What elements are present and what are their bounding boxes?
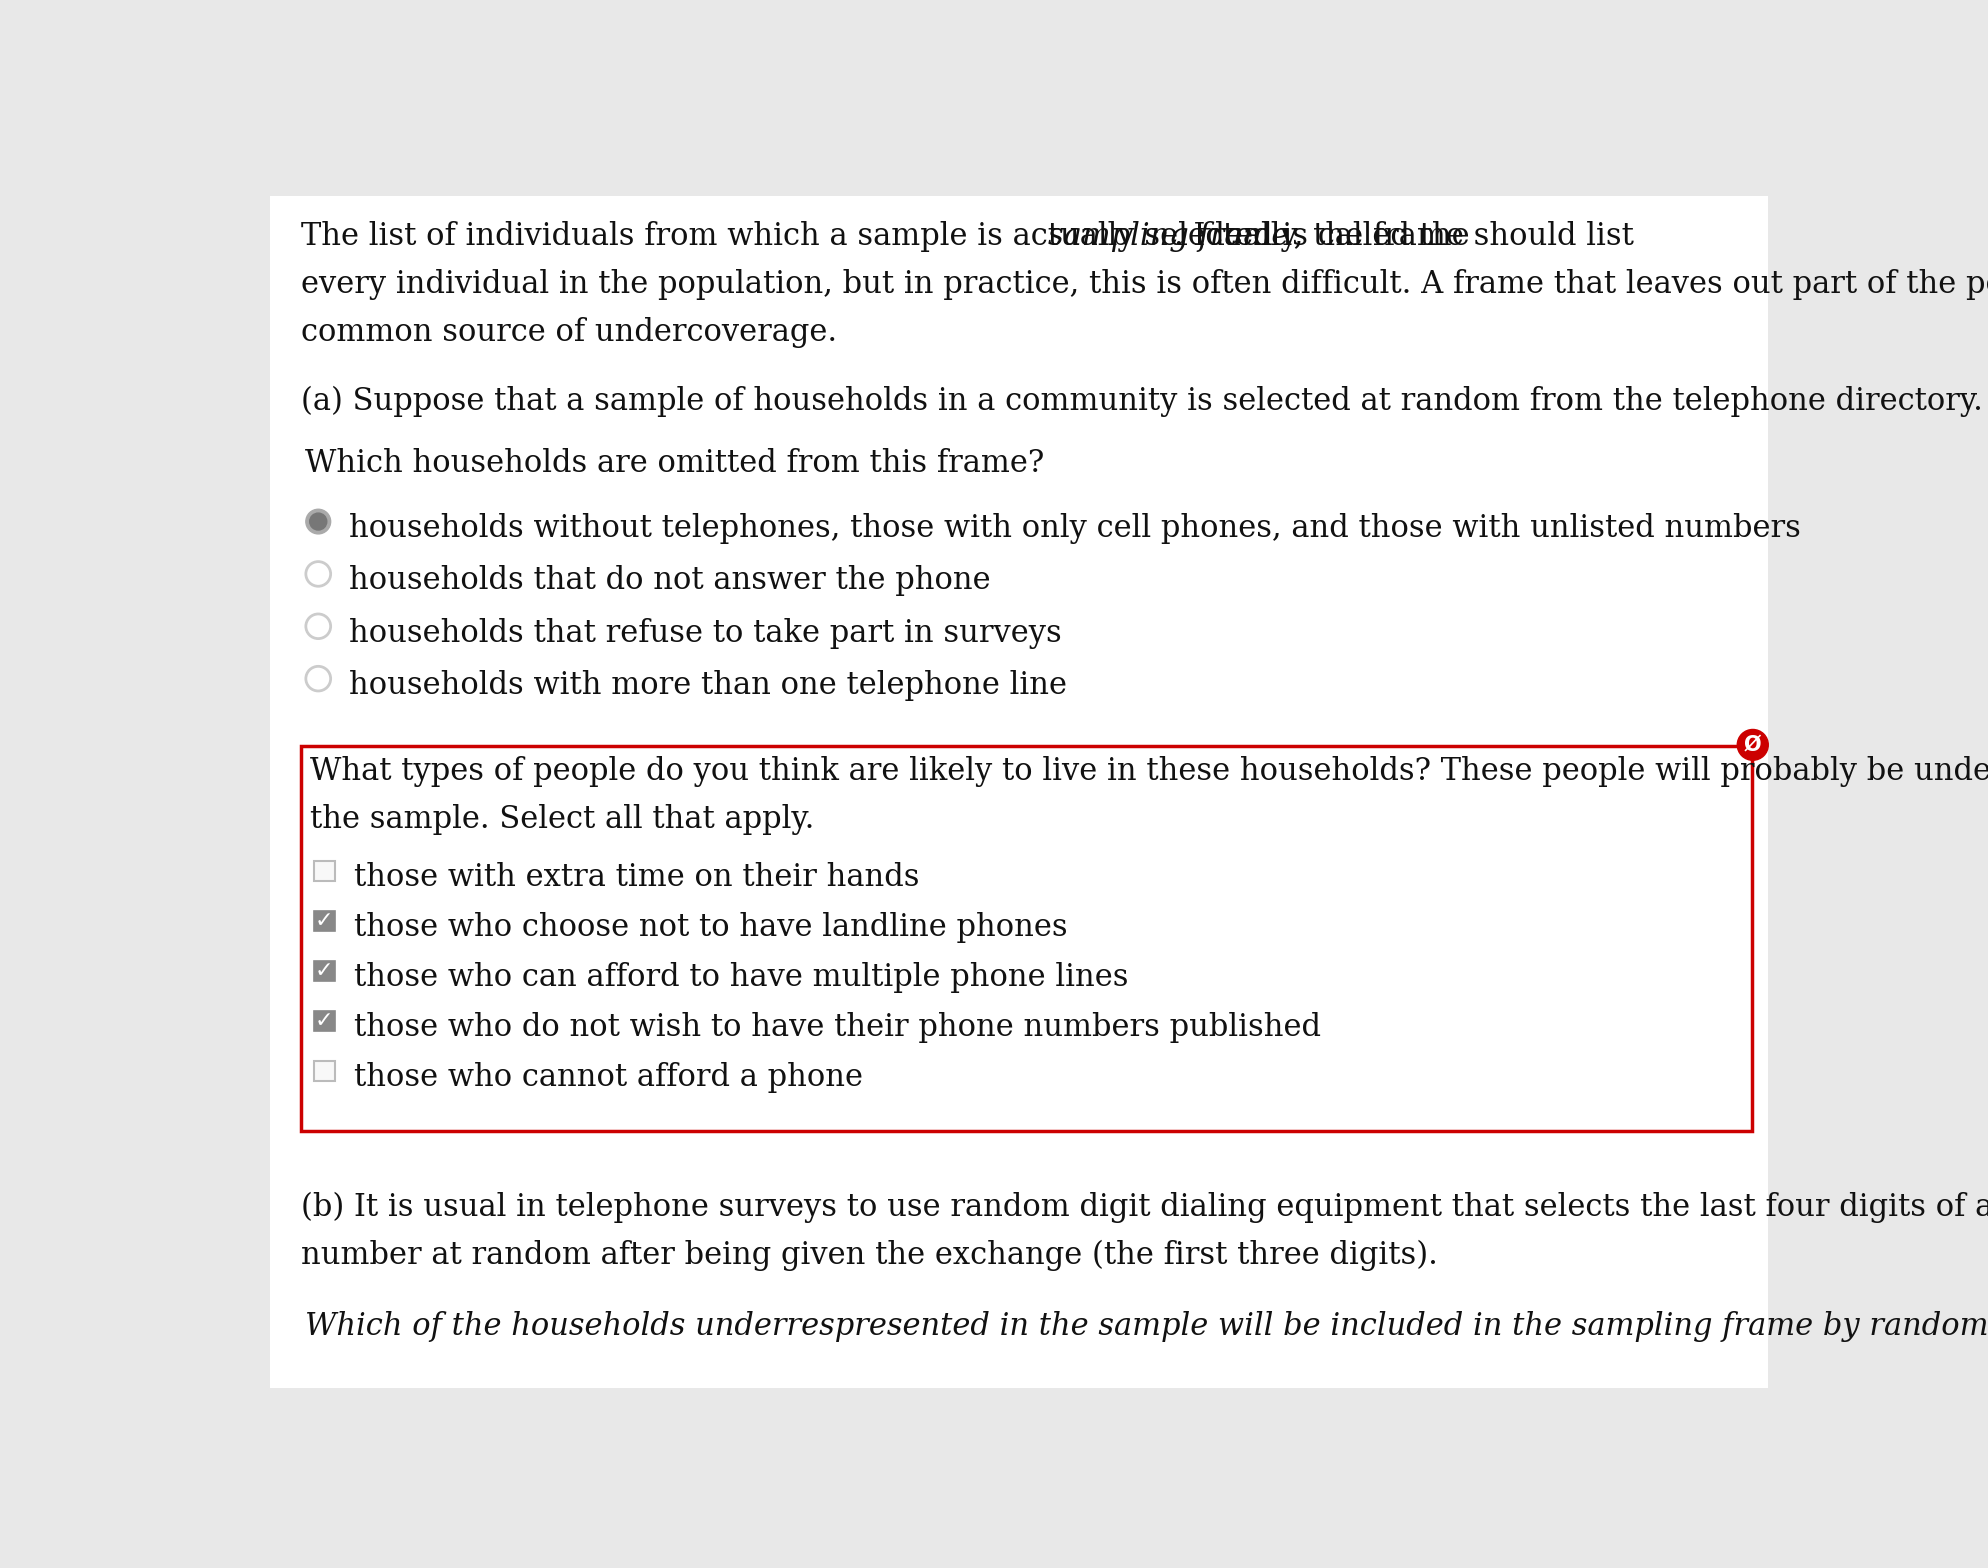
Text: number at random after being given the exchange (the first three digits).: number at random after being given the e… xyxy=(302,1240,1437,1272)
Text: those who can afford to have multiple phone lines: those who can afford to have multiple ph… xyxy=(354,963,1129,993)
Bar xyxy=(314,1062,334,1082)
Text: households that do not answer the phone: households that do not answer the phone xyxy=(350,566,990,596)
Text: What types of people do you think are likely to live in these households? These : What types of people do you think are li… xyxy=(310,756,1988,787)
Text: those who choose not to have landline phones: those who choose not to have landline ph… xyxy=(354,913,1068,942)
Text: Which households are omitted from this frame?: Which households are omitted from this f… xyxy=(304,447,1044,478)
Circle shape xyxy=(310,513,326,530)
Text: Which of the households underrespresented in the sample will be included in the : Which of the households underrespresente… xyxy=(304,1311,1988,1342)
Text: households that refuse to take part in surveys: households that refuse to take part in s… xyxy=(350,618,1062,649)
Text: those who do not wish to have their phone numbers published: those who do not wish to have their phon… xyxy=(354,1011,1320,1043)
Bar xyxy=(314,1011,334,1032)
Text: the sample. Select all that apply.: the sample. Select all that apply. xyxy=(310,804,815,836)
Text: those with extra time on their hands: those with extra time on their hands xyxy=(354,862,918,892)
Bar xyxy=(314,961,334,982)
Text: (a) Suppose that a sample of households in a community is selected at random fro: (a) Suppose that a sample of households … xyxy=(302,386,1984,417)
Text: ✓: ✓ xyxy=(316,911,334,931)
Text: The list of individuals from which a sample is actually selected is called the: The list of individuals from which a sam… xyxy=(302,221,1479,252)
Text: . Ideally, the frame should list: . Ideally, the frame should list xyxy=(1175,221,1634,252)
Text: sampling frame: sampling frame xyxy=(1048,221,1290,252)
Text: common source of undercoverage.: common source of undercoverage. xyxy=(302,317,837,348)
FancyBboxPatch shape xyxy=(270,196,1767,1388)
Text: households without telephones, those with only cell phones, and those with unlis: households without telephones, those wit… xyxy=(350,513,1801,544)
Circle shape xyxy=(1738,729,1767,760)
Text: those who cannot afford a phone: those who cannot afford a phone xyxy=(354,1062,863,1093)
Text: ✓: ✓ xyxy=(316,961,334,982)
Bar xyxy=(314,861,334,881)
FancyBboxPatch shape xyxy=(302,746,1751,1131)
Text: households with more than one telephone line: households with more than one telephone … xyxy=(350,670,1068,701)
Circle shape xyxy=(306,510,330,533)
Bar xyxy=(314,911,334,931)
Text: (b) It is usual in telephone surveys to use random digit dialing equipment that : (b) It is usual in telephone surveys to … xyxy=(302,1192,1988,1223)
Text: every individual in the population, but in practice, this is often difficult. A : every individual in the population, but … xyxy=(302,270,1988,299)
Text: ✓: ✓ xyxy=(316,1011,334,1032)
Text: Ø: Ø xyxy=(1743,735,1761,754)
